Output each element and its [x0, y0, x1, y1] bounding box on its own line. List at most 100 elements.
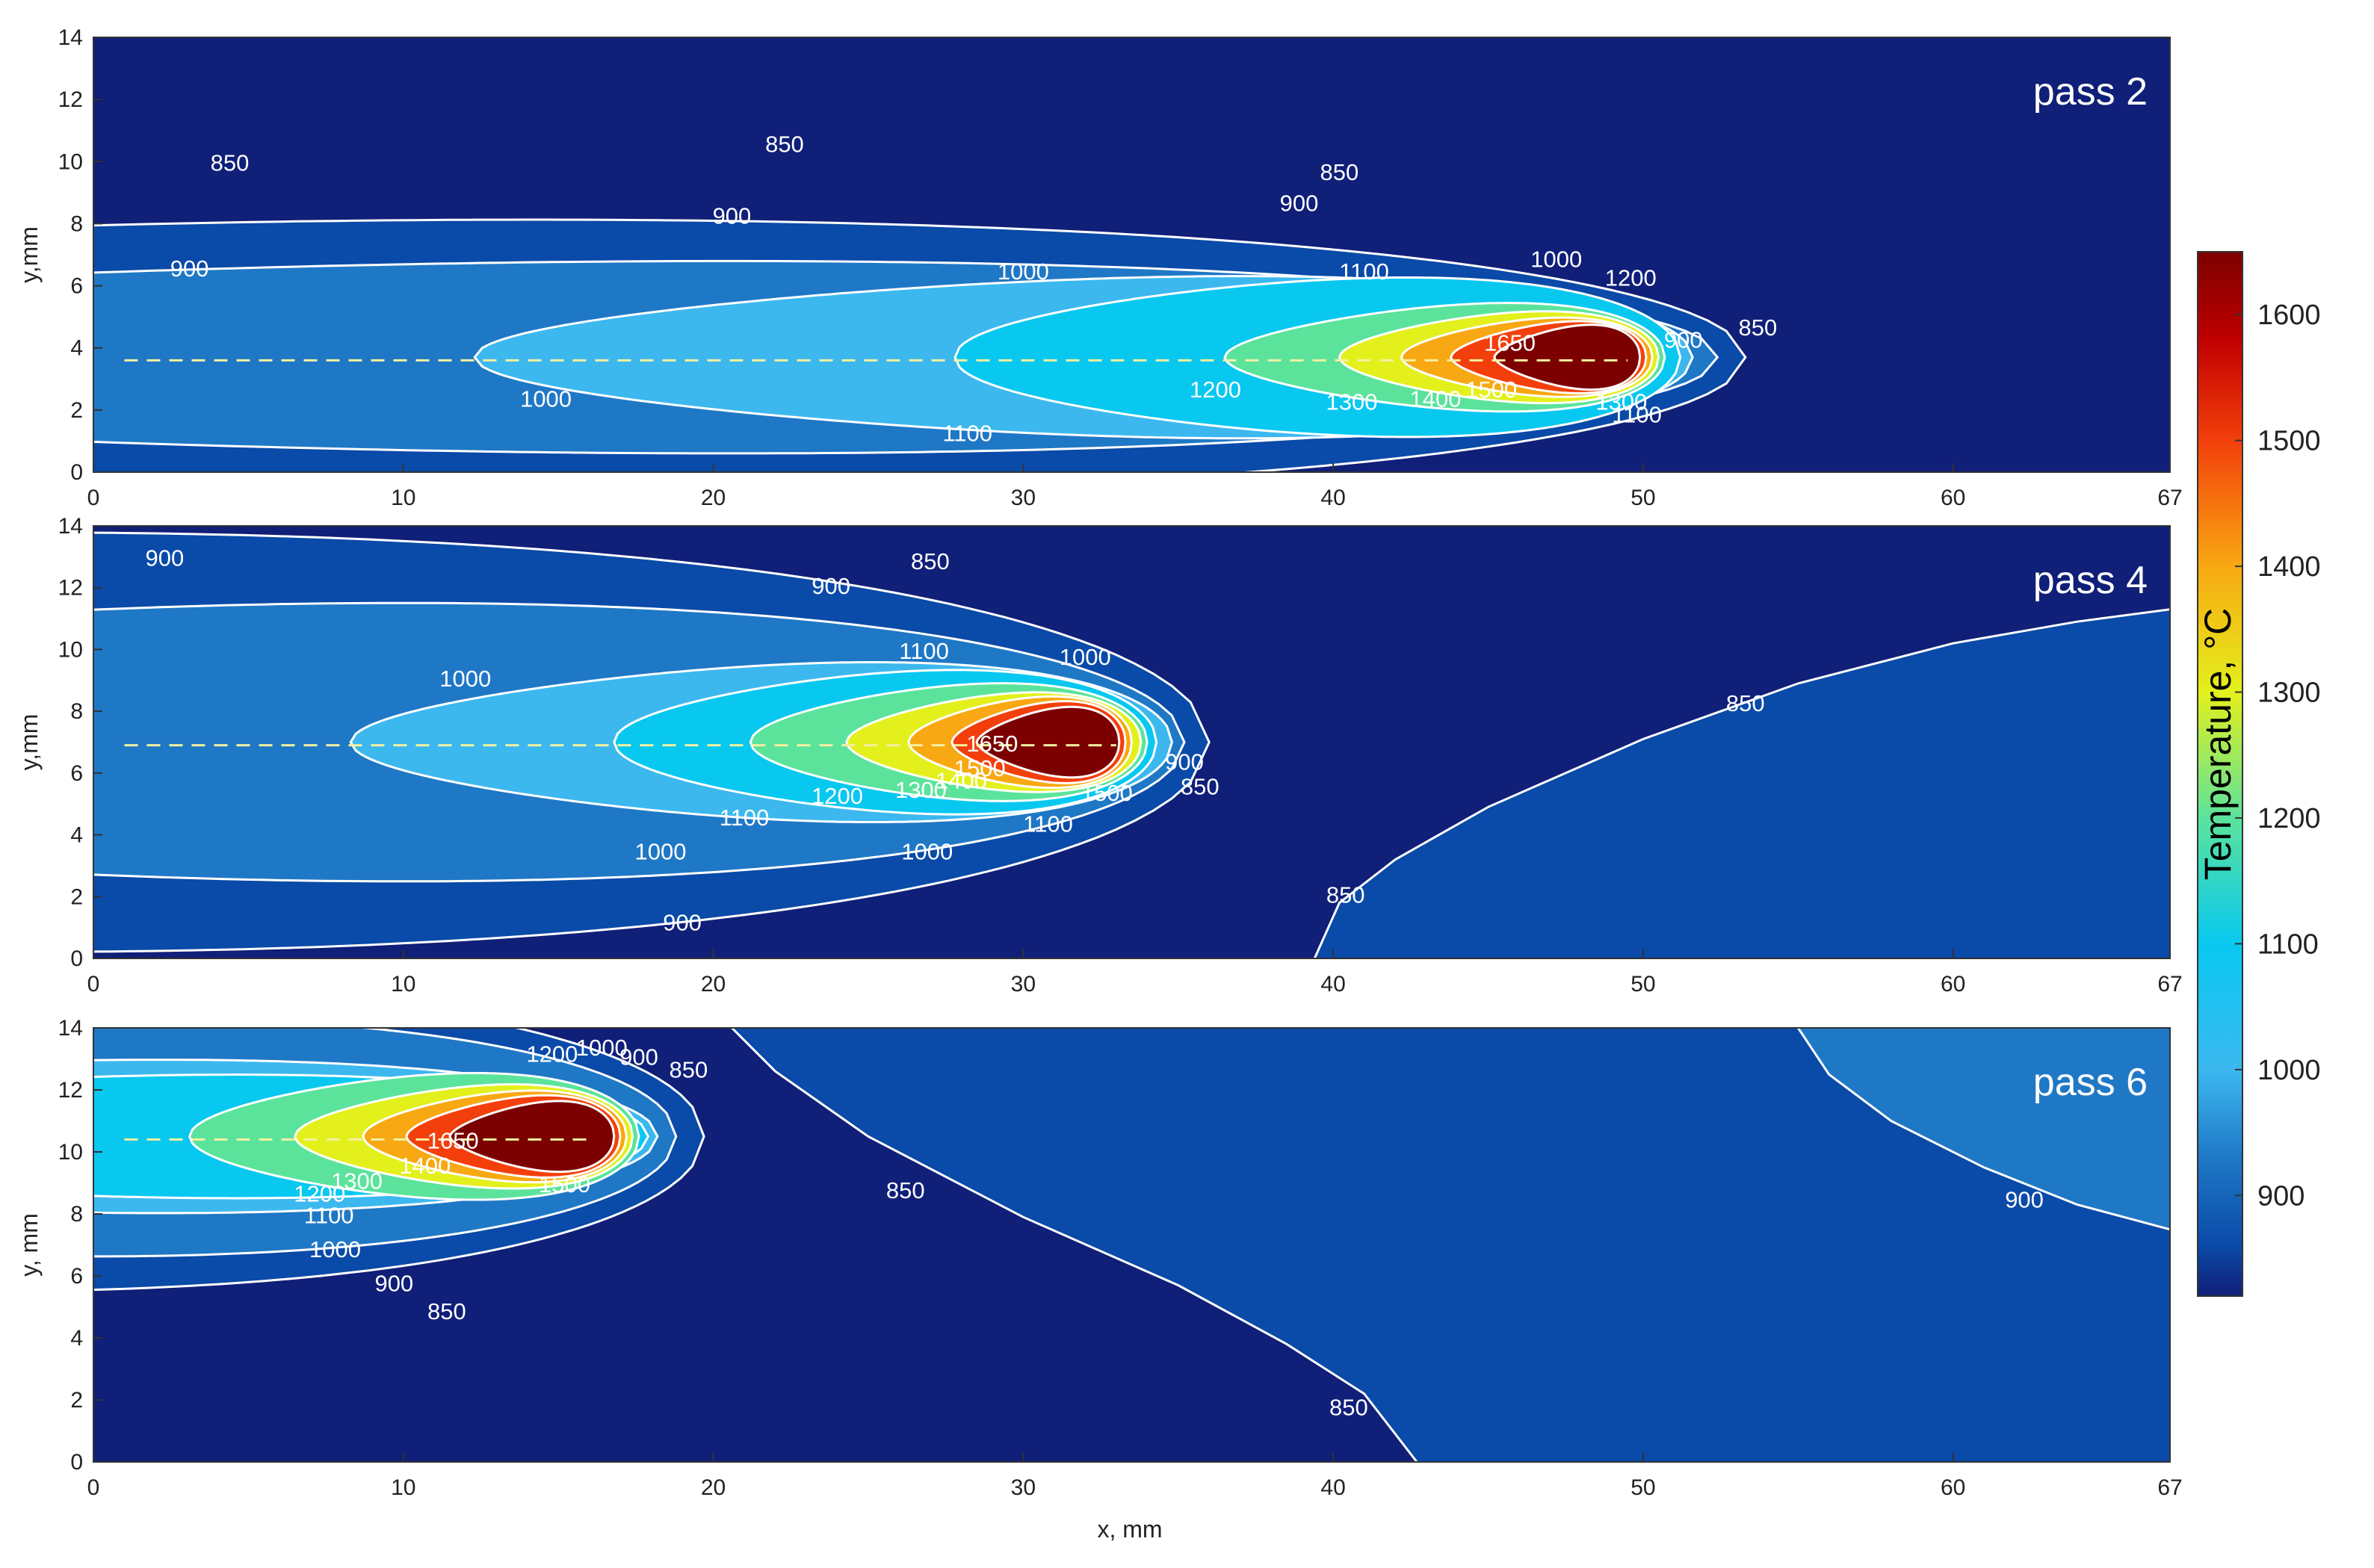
- y-tick-label: 12: [58, 87, 83, 112]
- contour-label: 1100: [304, 1202, 354, 1228]
- isoline-850-right: [1313, 608, 2170, 958]
- y-axis-label: y,mm: [16, 226, 43, 283]
- contour-label: 1300: [1326, 389, 1378, 415]
- y-tick-label: 10: [58, 637, 83, 662]
- pass-label: pass 4: [2033, 559, 2148, 602]
- contour-label: 1000: [309, 1236, 361, 1262]
- x-tick-label: 10: [391, 1475, 415, 1500]
- x-tick-label: 50: [1630, 1475, 1655, 1500]
- region-900-right: [1798, 1028, 2170, 1230]
- contour-label: 1650: [966, 731, 1018, 757]
- x-tick-label: 67: [2157, 486, 2182, 510]
- x-tick-label: 10: [391, 486, 415, 510]
- contour-label: 1200: [812, 783, 863, 809]
- x-tick-label: 30: [1011, 486, 1036, 510]
- contour-label: 1650: [427, 1128, 479, 1154]
- isotherm-1650: [975, 705, 1121, 779]
- contour-label: 1000: [1060, 644, 1111, 670]
- contour-label: 850: [886, 1177, 925, 1203]
- y-tick-label: 0: [70, 460, 83, 485]
- y-tick-label: 2: [70, 398, 83, 423]
- isoline-850-right: [731, 1028, 1418, 1462]
- colorbar-tick-label: 900: [2257, 1180, 2305, 1212]
- y-tick-label: 8: [70, 211, 83, 236]
- panel-frame: [93, 37, 2171, 473]
- colorbar-tick-label: 1300: [2257, 678, 2321, 709]
- x-tick-label: 40: [1320, 1475, 1345, 1500]
- panel-frame: [93, 1027, 2171, 1463]
- contour-label: 900: [812, 573, 850, 599]
- x-tick-label: 40: [1320, 972, 1345, 997]
- contour-label: 900: [619, 1044, 658, 1070]
- contour-label: 1200: [1190, 376, 1241, 403]
- y-tick-label: 12: [58, 576, 83, 601]
- contour-label: 1500: [954, 755, 1006, 781]
- colorbar-tick-label: 1400: [2257, 551, 2321, 583]
- contour-label: 850: [911, 548, 950, 574]
- y-tick-label: 6: [70, 274, 83, 299]
- y-tick-label: 0: [70, 1450, 83, 1475]
- contour-label: 1300: [331, 1168, 383, 1194]
- y-axis-label: y,mm: [16, 714, 43, 771]
- y-tick-label: 6: [70, 1264, 83, 1289]
- contour-label: 900: [146, 545, 185, 571]
- contour-label: 900: [1664, 327, 1703, 353]
- contour-label: 1200: [526, 1041, 578, 1067]
- colorbar-tick-label: 1100: [2257, 929, 2319, 960]
- y-tick-label: 0: [70, 946, 83, 971]
- x-tick-label: 60: [1941, 1475, 1965, 1500]
- contour-label: 1500: [539, 1171, 590, 1197]
- contour-label: 850: [765, 131, 804, 158]
- y-tick-label: 10: [58, 149, 83, 174]
- x-tick-label: 10: [391, 972, 415, 997]
- temperature-colorbar: 900 1000 1100 1200 1300 1400 1500 1600 Temperatu…: [2197, 251, 2321, 1297]
- x-tick-label: 20: [701, 972, 726, 997]
- y-tick-label: 10: [58, 1140, 83, 1165]
- contour-label: 1100: [1023, 811, 1073, 837]
- x-tick-label: 50: [1630, 972, 1655, 997]
- contour-label: 850: [1738, 314, 1777, 341]
- y-tick-label: 6: [70, 761, 83, 786]
- x-tick-label: 20: [701, 486, 726, 510]
- x-tick-label: 67: [2157, 972, 2182, 997]
- contour-label: 1650: [1484, 330, 1536, 356]
- contour-label: 1000: [998, 258, 1049, 285]
- colorbar-title: Temperature, °C: [2197, 608, 2239, 881]
- contour-label: 900: [1165, 749, 1204, 775]
- contour-label: 1100: [720, 805, 770, 831]
- colorbar-tick-label: 1200: [2257, 803, 2321, 834]
- contour-label: 1200: [1605, 264, 1657, 291]
- contour-label: 1000: [520, 386, 572, 412]
- x-tick-label: 60: [1941, 972, 1965, 997]
- contour-panel-3: 8508508508509009009001000100011001200120…: [16, 1016, 2183, 1500]
- colorbar-tick-label: 1500: [2257, 426, 2321, 457]
- isotherm-1650: [1493, 323, 1642, 391]
- contour-label: 1100: [1339, 258, 1389, 285]
- contour-label: 1000: [901, 839, 953, 865]
- y-tick-label: 2: [70, 884, 83, 909]
- x-tick-label: 0: [87, 972, 100, 997]
- colorbar-tick-label: 1000: [2257, 1055, 2321, 1086]
- region-850-right: [732, 1028, 2170, 1462]
- contour-label: 900: [713, 202, 752, 229]
- x-axis-label: x, mm: [1097, 1516, 1162, 1543]
- y-tick-label: 2: [70, 1388, 83, 1413]
- isotherm-1650: [448, 1100, 616, 1174]
- colorbar-gradient: [2197, 251, 2243, 1297]
- pass-label: pass 2: [2033, 70, 2148, 114]
- contour-label: 850: [1326, 881, 1365, 908]
- contour-label: 900: [2005, 1187, 2044, 1213]
- y-tick-label: 4: [70, 823, 83, 848]
- contour-label: 1400: [399, 1153, 451, 1179]
- contour-label: 900: [663, 910, 702, 936]
- x-tick-label: 67: [2157, 1475, 2182, 1500]
- region-850-right: [1314, 609, 2170, 958]
- contour-label: 900: [1280, 190, 1319, 217]
- x-tick-label: 0: [87, 486, 100, 510]
- y-tick-label: 8: [70, 1202, 83, 1227]
- contour-label: 1000: [1530, 247, 1582, 273]
- contour-label: 1300: [895, 777, 947, 803]
